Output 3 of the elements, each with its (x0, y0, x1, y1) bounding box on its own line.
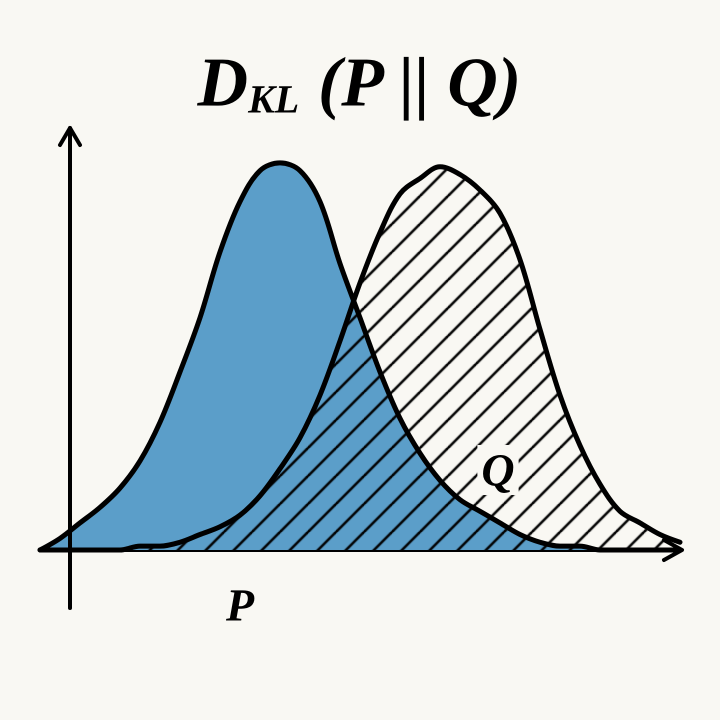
series-label: Q (481, 444, 515, 496)
series-label: P (224, 580, 255, 630)
chart-title: DKL (P || Q) (196, 44, 522, 122)
